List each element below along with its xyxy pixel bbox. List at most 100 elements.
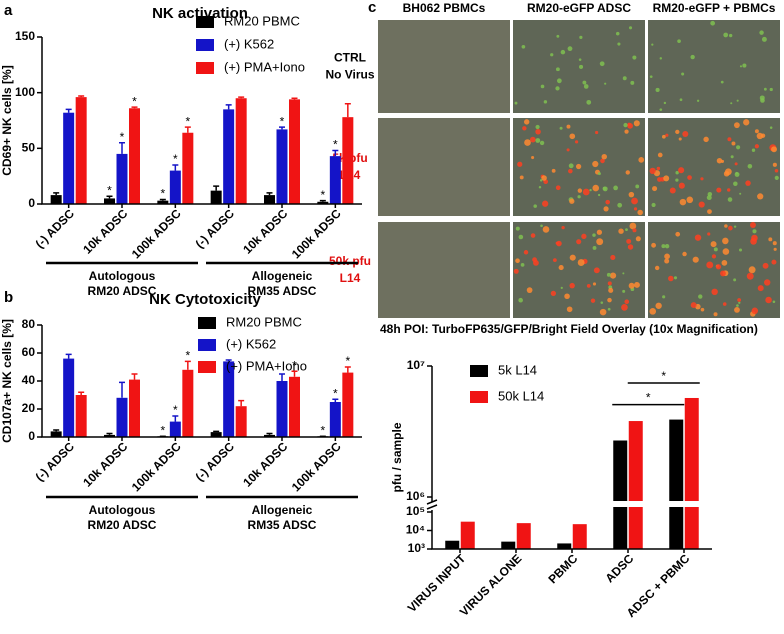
cell-dot: [604, 82, 607, 85]
cell-dot: [765, 296, 772, 304]
bar: [276, 129, 288, 204]
cell-dot: [617, 202, 623, 208]
cell-dot: [735, 171, 738, 175]
cell-dot: [730, 102, 733, 105]
row-label: CTRL: [334, 51, 366, 65]
error-bar: [238, 399, 245, 407]
cell-dot: [678, 182, 685, 189]
cell-dot: [761, 36, 767, 42]
bar: [210, 190, 222, 204]
cell-dot: [723, 32, 729, 38]
cell-dot: [626, 238, 632, 244]
cell-dot: [574, 140, 579, 144]
cell-dot: [706, 195, 712, 201]
cell-dot: [607, 281, 612, 286]
cell-dot: [769, 126, 773, 129]
bar: [445, 540, 460, 549]
x-tick-label: (-) ADSC: [193, 439, 238, 484]
cell-dot: [621, 304, 628, 311]
cell-dot: [592, 160, 599, 168]
x-tick-label: (-) ADSC: [33, 206, 78, 251]
cell-dot: [513, 268, 519, 274]
error-bar: [53, 192, 60, 196]
cell-dot: [627, 122, 633, 129]
group-label: RM35 ADSC: [248, 284, 317, 298]
significance-star: *: [333, 386, 338, 400]
x-tick-label: (-) ADSC: [193, 206, 238, 251]
cell-dot: [748, 266, 756, 274]
cell-dot: [540, 224, 543, 228]
x-tick-label: 100k ADSC: [289, 439, 344, 494]
cell-dot: [722, 248, 730, 255]
cell-dot: [692, 256, 699, 263]
cell-dot: [675, 178, 679, 182]
group-label: RM20 ADSC: [88, 284, 157, 298]
cell-dot: [635, 184, 640, 189]
cell-dot: [633, 120, 640, 127]
cell-dot: [520, 263, 525, 267]
error-bar: [65, 108, 72, 113]
error-bar: [172, 415, 179, 422]
cell-dot: [734, 306, 740, 313]
cell-dot: [657, 152, 663, 158]
y-tick-label: 10⁴: [406, 523, 425, 537]
cell-dot: [747, 163, 753, 169]
cell-dot: [752, 229, 757, 234]
bar: [329, 402, 341, 437]
legend-swatch: [196, 39, 214, 51]
cell-dot: [733, 225, 737, 228]
micrograph: [513, 222, 645, 318]
cell-dot: [651, 202, 656, 208]
significance-star: *: [280, 114, 285, 128]
cell-dot: [661, 244, 666, 249]
x-tick-label: 10k ADSC: [240, 206, 290, 256]
cell-dot: [551, 168, 556, 173]
group-label: Allogeneic: [252, 503, 313, 517]
y-axis-label: pfu / sample: [390, 422, 404, 492]
cell-dot: [656, 166, 661, 171]
cell-dot: [751, 148, 756, 152]
bar: [235, 98, 247, 204]
cell-dot: [737, 298, 742, 302]
error-bar: [213, 185, 220, 191]
cell-dot: [678, 167, 685, 174]
significance-star: *: [160, 423, 165, 437]
cell-dot: [603, 206, 609, 212]
cell-dot: [721, 260, 728, 266]
y-tick-label: 40: [22, 373, 36, 387]
error-bar: [319, 199, 326, 202]
legend-swatch: [196, 16, 214, 28]
bar: [342, 372, 354, 437]
column-label: RM20-eGFP ADSC: [527, 1, 631, 15]
cell-dot: [738, 248, 743, 252]
row-label: L14: [340, 271, 361, 285]
cell-dot: [623, 122, 628, 128]
cell-dot: [555, 185, 561, 191]
cell-dot: [668, 275, 674, 282]
cell-dot: [637, 209, 643, 216]
bar: [613, 440, 628, 549]
x-tick-label: 10k ADSC: [240, 439, 290, 489]
bar: [342, 117, 354, 204]
cell-dot: [731, 141, 736, 146]
error-bar: [213, 430, 220, 433]
bar: [223, 361, 235, 437]
micrograph: [648, 222, 780, 318]
error-bar: [279, 373, 285, 381]
cell-dot: [628, 26, 633, 30]
cell-dot: [608, 287, 614, 293]
error-bar: [266, 192, 273, 196]
significance-star: *: [107, 183, 112, 197]
axis-line: [41, 37, 362, 205]
bar: [157, 200, 169, 204]
cell-dot: [531, 156, 535, 160]
y-tick-label: 150: [15, 29, 35, 43]
cell-dot: [567, 46, 573, 52]
bar: [129, 108, 140, 204]
x-tick-label: 100k ADSC: [289, 206, 344, 261]
bar: [460, 521, 475, 549]
bar: [116, 153, 128, 204]
cell-dot: [514, 101, 518, 105]
cell-dot: [517, 161, 523, 167]
cell-dot: [600, 158, 605, 164]
